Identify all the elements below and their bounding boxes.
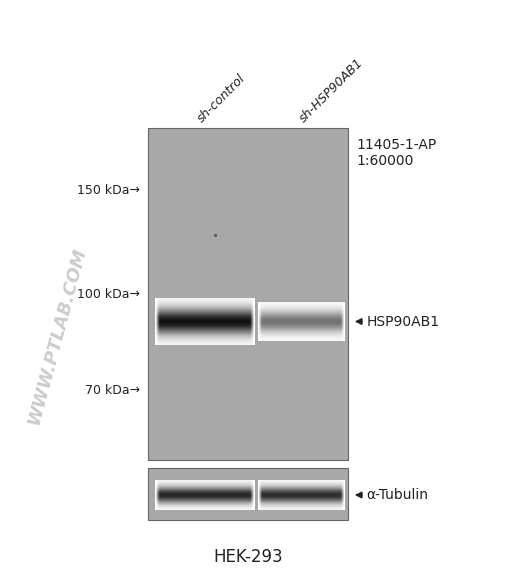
Bar bbox=[148, 128, 348, 460]
Text: WWW.PTLAB.COM: WWW.PTLAB.COM bbox=[25, 246, 89, 427]
Text: 70 kDa→: 70 kDa→ bbox=[85, 383, 140, 397]
Text: 11405-1-AP
1:60000: 11405-1-AP 1:60000 bbox=[356, 138, 436, 168]
Text: 100 kDa→: 100 kDa→ bbox=[77, 288, 140, 302]
Text: HSP90AB1: HSP90AB1 bbox=[367, 314, 440, 328]
Text: 150 kDa→: 150 kDa→ bbox=[77, 183, 140, 197]
Bar bbox=[148, 468, 348, 520]
Text: sh-HSP90AB1: sh-HSP90AB1 bbox=[296, 56, 366, 125]
Text: α-Tubulin: α-Tubulin bbox=[367, 488, 428, 502]
Text: sh-control: sh-control bbox=[194, 72, 248, 125]
Text: HEK-293: HEK-293 bbox=[213, 548, 283, 566]
